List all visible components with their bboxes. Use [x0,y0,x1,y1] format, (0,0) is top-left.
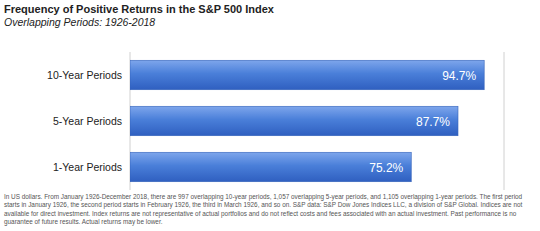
data-label: 75.2% [369,161,403,175]
grid-line [504,52,505,190]
data-label: 94.7% [442,69,476,83]
subtitle: Overlapping Periods: 1926-2018 [4,16,155,28]
bar [130,152,411,181]
title: Frequency of Positive Returns in the S&P… [4,3,275,15]
bars [130,60,484,181]
bar [130,106,458,135]
footnote-box: In US dollars. From January 1926-Decembe… [4,193,534,227]
category-label: 5-Year Periods [53,115,122,127]
category-label: 10-Year Periods [47,69,122,81]
labels: 10-Year Periods 94.7% 5-Year Periods 87.7% 1… [47,69,476,175]
bar [130,60,484,89]
footnote: In US dollars. From January 1926-Decembe… [4,193,534,227]
category-label: 1-Year Periods [53,161,122,173]
data-label: 87.7% [416,115,450,129]
